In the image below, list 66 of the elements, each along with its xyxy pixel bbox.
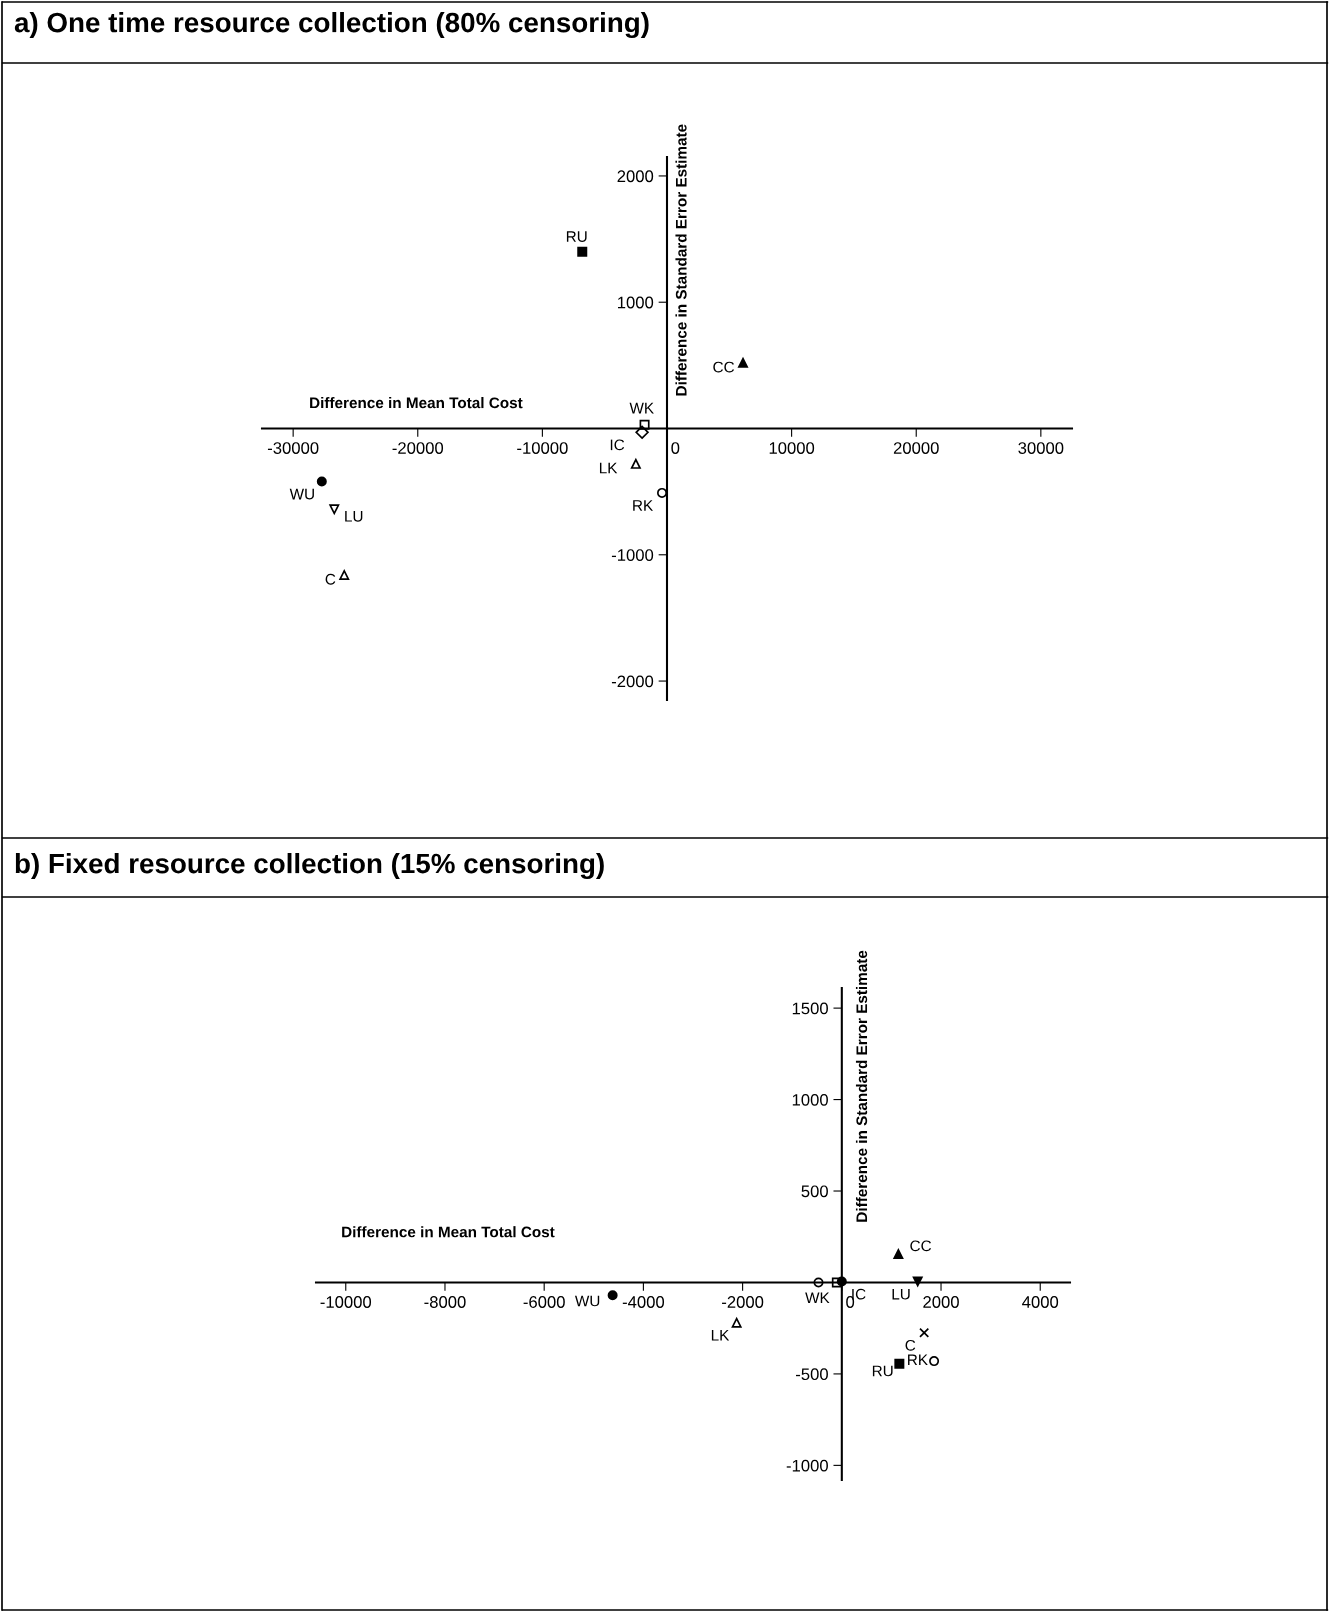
y-axis-title: Difference in Standard Error Estimate — [855, 950, 868, 1222]
series-label: LU — [345, 511, 363, 522]
series-label: IC — [610, 439, 625, 451]
point — [339, 569, 350, 580]
x-axis-title: Difference in Mean Total Cost — [342, 1226, 555, 1238]
point — [738, 357, 749, 368]
series-label: CC — [910, 1240, 932, 1252]
point — [831, 1277, 842, 1288]
point — [577, 246, 588, 257]
y-tick-label: -500 — [796, 1368, 828, 1381]
y-tick-label: 1500 — [792, 1002, 828, 1015]
x-tick-label: -8000 — [424, 1296, 466, 1308]
x-tick-label: 30000 — [1018, 442, 1064, 454]
x-tick-label: 4000 — [1022, 1296, 1059, 1308]
series-label: RK — [633, 500, 654, 511]
point — [813, 1277, 824, 1288]
point — [635, 425, 649, 440]
point — [894, 1358, 905, 1369]
y-tick-label: 500 — [801, 1185, 828, 1198]
x-tick-label: -10000 — [517, 442, 568, 454]
x-tick-label: -2000 — [722, 1296, 764, 1308]
point — [836, 1276, 847, 1287]
point — [929, 1356, 940, 1367]
series-label: LU — [892, 1288, 910, 1300]
x-tick-label: -4000 — [622, 1296, 665, 1308]
series-label: WU — [289, 488, 314, 500]
point — [607, 1290, 618, 1301]
series-label: WK — [629, 402, 654, 414]
x-tick-label: 10000 — [769, 442, 815, 454]
point — [329, 504, 340, 515]
x-tick-label: 0 — [846, 1296, 855, 1308]
point — [912, 1276, 923, 1287]
chart-title: b) Fixed resource collection (15% censoring) — [15, 852, 604, 880]
series-label: C — [325, 573, 336, 585]
y-tick-label: -1000 — [786, 1459, 828, 1472]
series-label: C — [905, 1339, 916, 1351]
x-tick-label: -30000 — [267, 442, 319, 454]
series-label: WU — [574, 1295, 600, 1307]
x-tick-label: 20000 — [893, 442, 939, 454]
series-label: WK — [805, 1292, 830, 1304]
series-label: RU — [872, 1365, 893, 1377]
chart-title: a) One time resource collection (80% censoring) — [14, 11, 649, 39]
x-tick-label: -20000 — [392, 442, 444, 454]
series-label: CC — [713, 361, 735, 373]
x-tick-label: -10000 — [320, 1296, 372, 1308]
x-tick-label: 0 — [671, 442, 680, 454]
x-axis-title: Difference in Mean Total Cost — [310, 397, 523, 409]
point — [630, 458, 641, 469]
y-tick-label: 2000 — [617, 170, 654, 183]
x-tick-label: -6000 — [523, 1296, 565, 1308]
point — [639, 419, 650, 430]
y-tick-label: -2000 — [611, 675, 654, 688]
point — [731, 1317, 742, 1328]
y-axis-title: Difference in Standard Error Estimate — [675, 124, 687, 396]
series-label: LK — [711, 1330, 730, 1341]
point — [919, 1327, 930, 1338]
point — [316, 476, 327, 487]
y-tick-label: -1000 — [611, 549, 654, 561]
x-tick-label: 2000 — [923, 1296, 959, 1308]
y-tick-label: 1000 — [792, 1093, 828, 1106]
y-tick-label: 1000 — [618, 296, 654, 309]
series-label: LK — [599, 462, 618, 474]
point — [893, 1249, 904, 1260]
series-label: RK — [908, 1354, 928, 1366]
series-label: IC — [852, 1288, 866, 1300]
series-label: RU — [566, 231, 587, 242]
